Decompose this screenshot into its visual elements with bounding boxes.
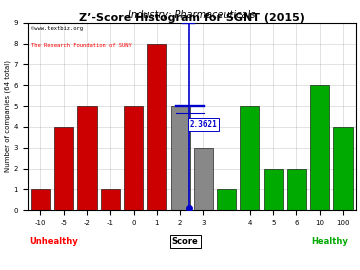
- Bar: [147, 43, 166, 210]
- Bar: [171, 106, 190, 210]
- Bar: [264, 168, 283, 210]
- Title: Z’-Score Histogram for SGNT (2015): Z’-Score Histogram for SGNT (2015): [79, 13, 305, 23]
- Bar: [287, 168, 306, 210]
- Text: Unhealthy: Unhealthy: [30, 237, 78, 246]
- Bar: [124, 106, 143, 210]
- Bar: [77, 106, 96, 210]
- Bar: [101, 189, 120, 210]
- Y-axis label: Number of companies (64 total): Number of companies (64 total): [4, 60, 11, 173]
- Bar: [240, 106, 260, 210]
- Bar: [310, 85, 329, 210]
- Text: ©www.textbiz.org: ©www.textbiz.org: [31, 26, 83, 31]
- Bar: [194, 148, 213, 210]
- Text: 2.3621: 2.3621: [190, 120, 217, 129]
- Text: Healthy: Healthy: [311, 237, 348, 246]
- Bar: [31, 189, 50, 210]
- Bar: [217, 189, 236, 210]
- Text: Industry: Pharmaceuticals: Industry: Pharmaceuticals: [128, 10, 256, 20]
- Bar: [54, 127, 73, 210]
- Bar: [333, 127, 352, 210]
- Text: Score: Score: [172, 237, 199, 246]
- Text: The Research Foundation of SUNY: The Research Foundation of SUNY: [31, 43, 132, 48]
